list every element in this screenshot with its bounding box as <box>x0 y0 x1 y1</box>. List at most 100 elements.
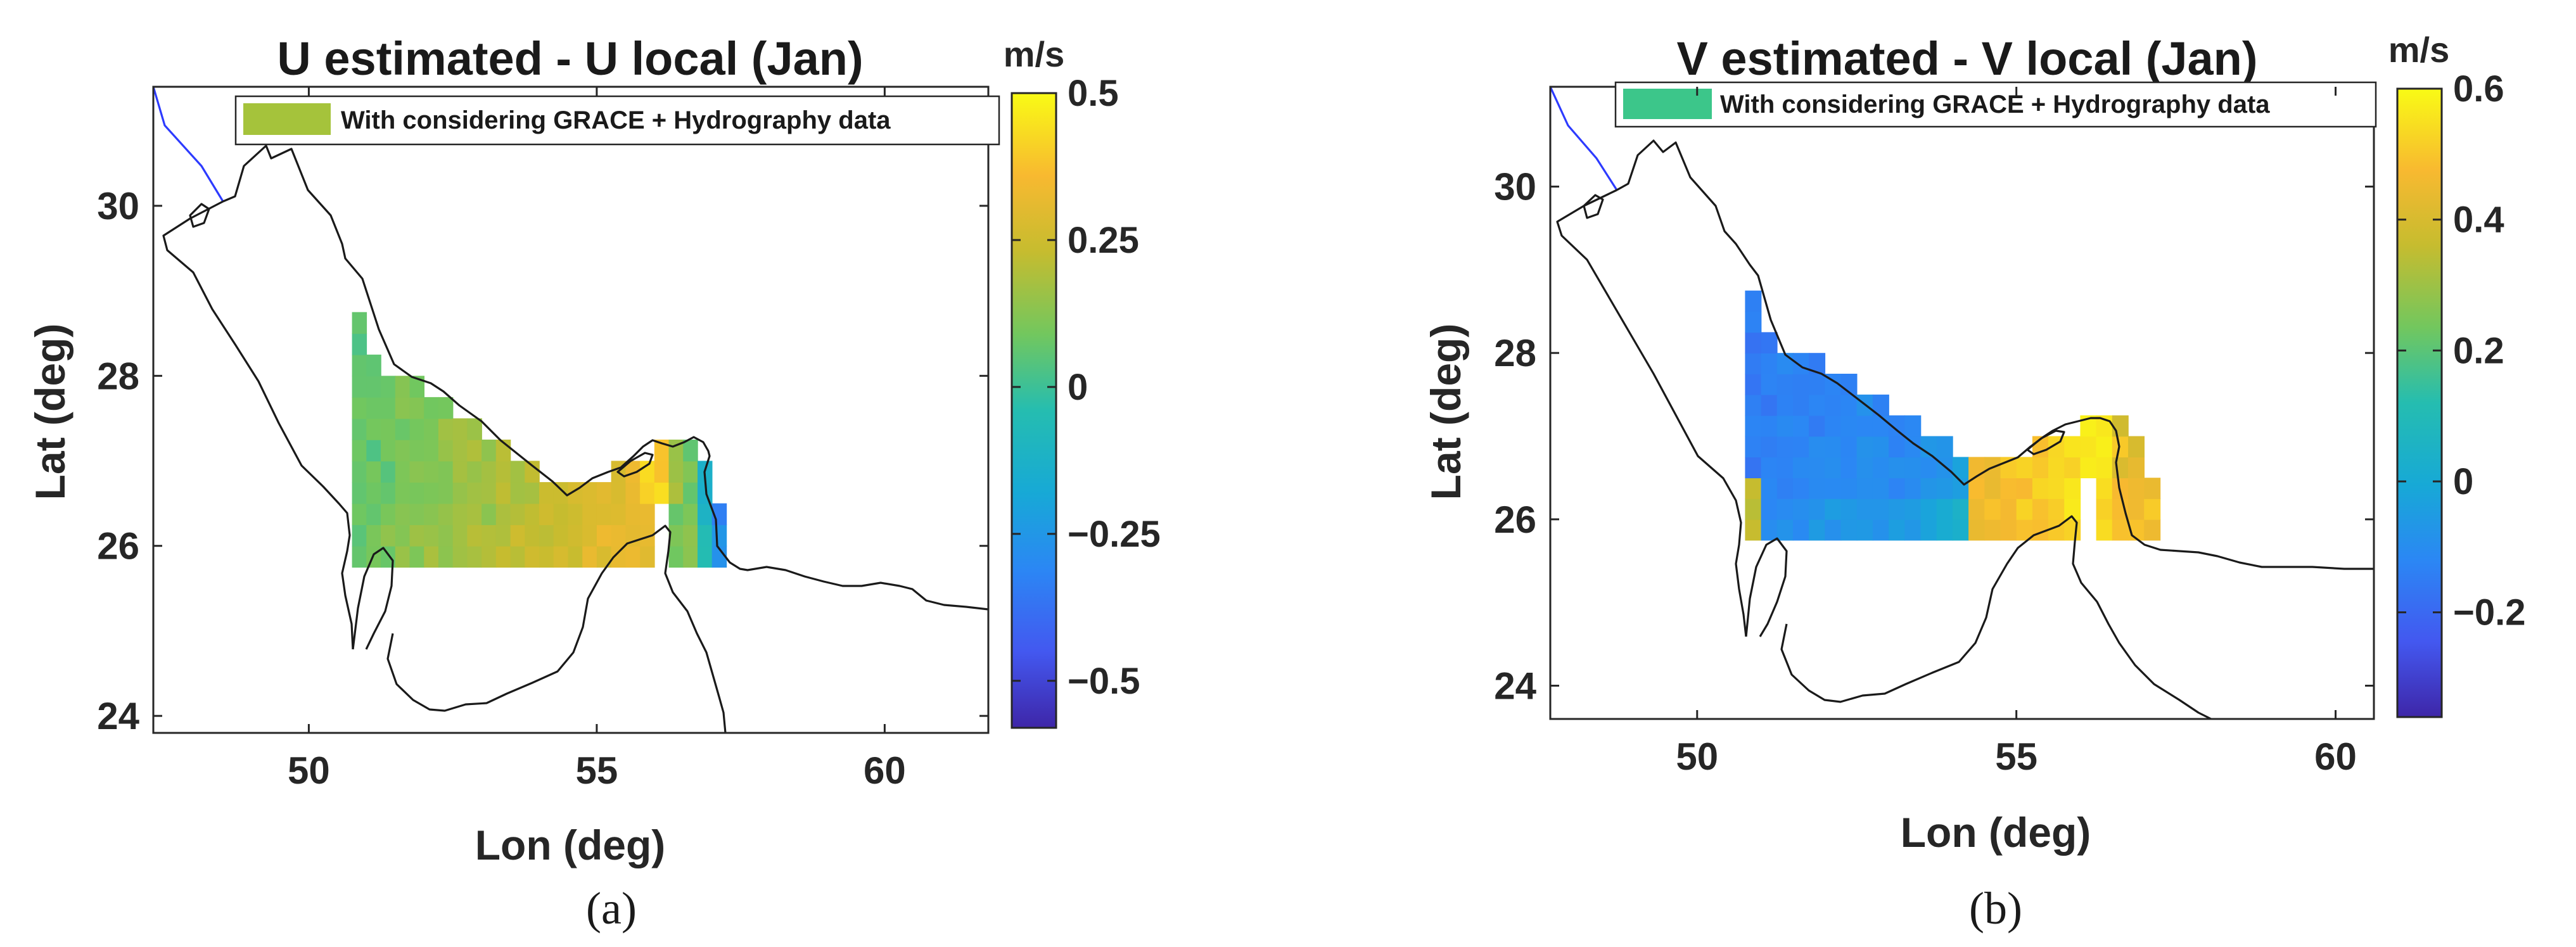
heatmap-cell <box>1792 519 1809 541</box>
heatmap-cell <box>1809 415 1826 437</box>
legend-swatch <box>1623 89 1712 119</box>
y-tick-label: 26 <box>97 525 139 568</box>
heatmap-cell <box>495 545 511 568</box>
heatmap-cell <box>2096 519 2113 541</box>
heatmap-cell <box>525 461 540 483</box>
heatmap-cell <box>596 524 612 547</box>
heatmap-cell <box>1809 374 1826 395</box>
heatmap-cell <box>1825 415 1842 437</box>
heatmap-cell <box>582 503 597 525</box>
y-tick-label: 26 <box>1494 499 1536 541</box>
heatmap-cell <box>1856 478 1873 499</box>
heatmap-cell <box>2128 499 2145 520</box>
heatmap-cell <box>452 545 468 568</box>
heatmap-cell <box>438 482 454 504</box>
heatmap-cell <box>1825 436 1842 458</box>
y-tick-label: 30 <box>97 185 139 227</box>
heatmap-cell <box>381 503 396 525</box>
heatmap-cell <box>452 461 468 483</box>
heatmap-cell <box>1904 457 1922 478</box>
colorbar: m/s 0.6 0.4 0.2 0 −0.2 <box>2388 30 2526 718</box>
legend-box <box>1614 81 2377 128</box>
heatmap-cell <box>1776 519 1794 541</box>
heatmap-cell <box>1745 374 1762 395</box>
heatmap-cell <box>1792 436 1809 458</box>
heatmap-cell <box>366 376 381 398</box>
heatmap-cell <box>698 545 713 568</box>
heatmap-cell <box>625 482 641 504</box>
heatmap-cell <box>1761 457 1778 478</box>
heatmap-cell <box>366 503 381 525</box>
heatmap-cell <box>409 418 424 440</box>
heatmap-cell <box>1825 519 1842 541</box>
qatar-peninsula <box>352 547 394 650</box>
heatmap-cell <box>1745 332 1762 353</box>
heatmap-cell <box>1872 519 1889 541</box>
x-axis-ticks: 50 55 60 <box>288 87 906 792</box>
heatmap-cell <box>1745 436 1762 458</box>
heatmap-cell <box>2128 457 2145 478</box>
heatmap-cell <box>395 503 411 525</box>
heatmap-cell <box>366 482 381 504</box>
heatmap-cell <box>2000 478 2017 499</box>
heatmap-cell <box>438 397 454 419</box>
heatmap-cell <box>711 545 727 568</box>
heatmap-cell <box>1904 519 1922 541</box>
colorbar-ticks: 0.6 0.4 0.2 0 −0.2 <box>2397 68 2526 633</box>
heatmap-cell <box>596 482 612 504</box>
heatmap-cell <box>539 545 554 568</box>
heatmap-cell <box>1761 499 1778 520</box>
heatmap-cell <box>2096 436 2113 458</box>
plot-frame <box>1549 86 2375 720</box>
x-axis-ticks: 50 55 60 <box>1676 87 2357 778</box>
heatmap-cell <box>1776 353 1794 374</box>
heatmap-cell <box>467 440 482 462</box>
heatmap-cell <box>1872 415 1889 437</box>
heatmap-cell <box>1968 457 1986 478</box>
heatmap-cell <box>1745 290 1762 312</box>
heatmap-cell <box>1792 394 1809 416</box>
x-tick-label: 55 <box>576 749 618 792</box>
heatmap-cell <box>409 545 424 568</box>
heatmap-cell <box>668 461 684 483</box>
heatmap-cell <box>467 461 482 483</box>
heatmap-cell <box>1745 478 1762 499</box>
heatmap-cell <box>683 503 698 525</box>
heatmap-cell <box>1792 415 1809 437</box>
heatmap-cell <box>1840 415 1858 437</box>
heatmap-cell <box>467 418 482 440</box>
heatmap-cell <box>539 524 554 547</box>
heatmap-cell <box>1856 519 1873 541</box>
heatmap-cell <box>438 440 454 462</box>
heatmap-cell <box>424 545 439 568</box>
heatmap-cell <box>495 503 511 525</box>
y-tick-label: 24 <box>97 695 139 737</box>
heatmap-cell <box>2080 436 2097 458</box>
heatmap-cell <box>1920 519 1937 541</box>
heatmap-cell <box>611 545 627 568</box>
heatmap-cell <box>1936 436 1953 458</box>
heatmap-cell <box>596 545 612 568</box>
heatmap-cell <box>553 545 569 568</box>
heatmap-cell <box>1889 436 1906 458</box>
heatmap-cell <box>352 418 367 440</box>
heatmap-cell <box>467 503 482 525</box>
heatmap-cell <box>1840 436 1858 458</box>
heatmap-cell <box>352 524 367 547</box>
colorbar-gradient <box>1011 92 1057 729</box>
colorbar-unit: m/s <box>1004 34 1065 74</box>
colorbar-tick-label: 0 <box>1068 367 1088 408</box>
heatmap-cell <box>568 503 583 525</box>
heatmap-cell <box>1776 499 1794 520</box>
heatmap-cell <box>481 503 497 525</box>
heatmap-cell <box>352 333 367 355</box>
heatmap-cell <box>1968 499 1986 520</box>
heatmap-cell <box>1792 457 1809 478</box>
heatmap-cell <box>2016 499 2033 520</box>
heatmap-cell <box>409 482 424 504</box>
heatmap-cell <box>611 524 627 547</box>
heatmap-cell <box>424 440 439 462</box>
heatmap-cell <box>1936 478 1953 499</box>
heatmap-cell <box>1809 478 1826 499</box>
heatmap-cell <box>1792 499 1809 520</box>
